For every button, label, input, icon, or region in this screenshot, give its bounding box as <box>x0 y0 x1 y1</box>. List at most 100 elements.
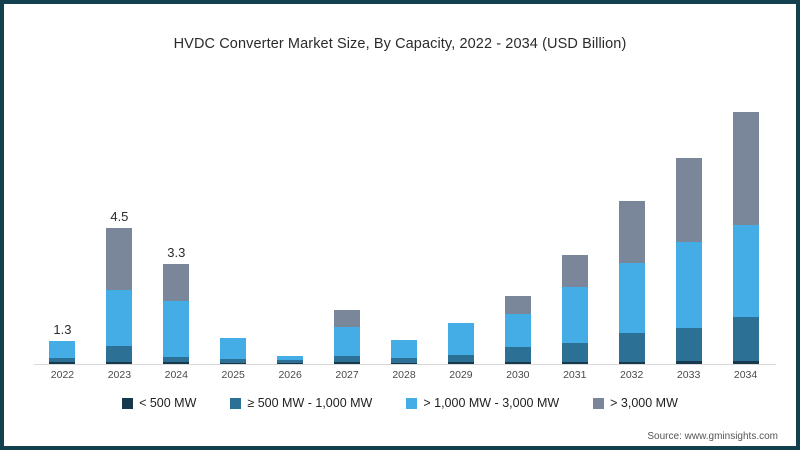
bar-segment[interactable] <box>49 362 76 364</box>
bar-group[interactable]: 1.3 <box>49 76 76 364</box>
bar-value-label: 4.5 <box>110 208 129 224</box>
bar-segment[interactable] <box>618 332 645 362</box>
bar-segment[interactable] <box>220 337 247 360</box>
bar-segment[interactable] <box>220 362 247 364</box>
legend-swatch-icon <box>230 397 242 409</box>
bar-group[interactable] <box>561 76 588 364</box>
legend-label: > 1,000 MW - 3,000 MW <box>423 396 560 410</box>
legend-item-3[interactable]: > 3,000 MW <box>593 396 678 410</box>
bar-group[interactable] <box>732 76 759 364</box>
x-axis-labels: 2022 2023 2024 2025 2026 2027 2028 2029 2030 2031… <box>34 369 774 391</box>
bar-segment[interactable] <box>391 358 417 363</box>
source-attribution: Source: www.gminsights.com <box>647 431 778 442</box>
bar-segment[interactable] <box>334 355 361 363</box>
bar-group[interactable]: 3.3 <box>163 76 190 364</box>
bar-segment[interactable] <box>561 361 588 364</box>
bar-segment[interactable] <box>106 346 133 362</box>
bar-stack <box>106 227 133 364</box>
bar-group[interactable] <box>675 76 702 364</box>
x-axis-tick-label: 2034 <box>733 369 758 381</box>
bar-stack <box>334 310 361 364</box>
bar-segment[interactable] <box>334 310 361 328</box>
bar-segment[interactable] <box>732 112 759 225</box>
bar-segment[interactable] <box>618 361 645 364</box>
bar-segment[interactable] <box>561 255 588 288</box>
x-axis-baseline <box>34 364 776 365</box>
bar-stack <box>220 337 247 364</box>
bar-segment[interactable] <box>277 356 304 361</box>
bar-segment[interactable] <box>220 359 247 363</box>
x-axis-tick-label: 2028 <box>392 369 416 381</box>
bar-segment[interactable] <box>732 317 759 361</box>
bar-segment[interactable] <box>447 362 474 364</box>
bar-segment[interactable] <box>163 356 190 363</box>
bar-segment[interactable] <box>447 323 474 355</box>
legend-swatch-icon <box>406 397 418 409</box>
bar-segment[interactable] <box>447 354 474 363</box>
bar-segment[interactable] <box>618 263 645 333</box>
bar-segment[interactable] <box>391 362 417 364</box>
bar-stack <box>618 200 645 364</box>
bar-segment[interactable] <box>675 361 702 364</box>
bar-segment[interactable] <box>106 227 133 291</box>
bar-segment[interactable] <box>732 360 759 364</box>
bar-segment[interactable] <box>163 362 190 364</box>
bar-segment[interactable] <box>504 362 531 364</box>
legend-label: < 500 MW <box>139 396 197 410</box>
legend-item-2[interactable]: > 1,000 MW - 3,000 MW <box>406 396 559 410</box>
bar-segment[interactable] <box>334 362 361 364</box>
bar-segment[interactable] <box>561 287 588 344</box>
bar-segment[interactable] <box>391 340 417 359</box>
bar-group[interactable] <box>447 76 474 364</box>
bar-segment[interactable] <box>106 361 133 364</box>
bar-group[interactable] <box>618 76 645 364</box>
x-axis-tick-label: 2032 <box>620 369 644 381</box>
bar-segment[interactable] <box>618 200 645 264</box>
plot-area: 1.3 4.5 3.3 <box>34 76 774 364</box>
bar-segment[interactable] <box>163 300 190 357</box>
bar-segment[interactable] <box>277 363 304 364</box>
bar-segment[interactable] <box>106 290 133 347</box>
bar-segment[interactable] <box>675 158 702 242</box>
bar-stack <box>447 323 474 364</box>
legend-item-0[interactable]: < 500 MW <box>122 396 196 410</box>
x-axis-tick-label: 2033 <box>676 369 701 381</box>
bar-group[interactable] <box>504 76 531 364</box>
bar-segment[interactable] <box>334 327 361 356</box>
bar-group[interactable] <box>391 76 417 364</box>
bar-segment[interactable] <box>163 263 190 301</box>
bar-stack <box>391 340 417 364</box>
legend-swatch-icon <box>122 397 134 409</box>
bar-segment[interactable] <box>49 357 76 363</box>
bar-group[interactable] <box>220 76 247 364</box>
bar-group[interactable] <box>277 76 304 364</box>
bar-group[interactable] <box>334 76 361 364</box>
x-axis-tick-label: 2026 <box>278 369 302 381</box>
x-axis-tick-label: 2031 <box>563 369 587 381</box>
bar-segment[interactable] <box>561 343 588 362</box>
legend-label: ≥ 500 MW - 1,000 MW <box>247 396 373 410</box>
page-title: HVDC Converter Market Size, By Capacity,… <box>173 36 627 52</box>
bar-segment[interactable] <box>277 360 304 364</box>
bar-segment[interactable] <box>675 241 702 328</box>
bar-segment[interactable] <box>675 327 702 362</box>
x-axis-tick-label: 2029 <box>449 369 473 381</box>
bar-segment[interactable] <box>49 341 76 358</box>
bar-segment[interactable] <box>504 347 531 363</box>
bar-stack <box>163 263 190 364</box>
legend-label: > 3,000 MW <box>610 396 678 410</box>
bar-segment[interactable] <box>732 224 759 318</box>
bar-group[interactable]: 4.5 <box>106 76 133 364</box>
bar-stack <box>732 112 759 364</box>
x-axis-tick-label: 2025 <box>221 369 245 381</box>
x-axis-tick-label: 2027 <box>335 369 359 381</box>
x-axis-tick-label: 2030 <box>506 369 530 381</box>
bar-stack <box>277 356 304 364</box>
x-axis-tick-label: 2024 <box>164 369 188 381</box>
bar-segment[interactable] <box>504 313 531 348</box>
bar-value-label: 3.3 <box>167 244 186 260</box>
legend-item-1[interactable]: ≥ 500 MW - 1,000 MW <box>230 396 372 410</box>
bar-stack <box>675 158 702 364</box>
bar-segment[interactable] <box>504 295 531 314</box>
